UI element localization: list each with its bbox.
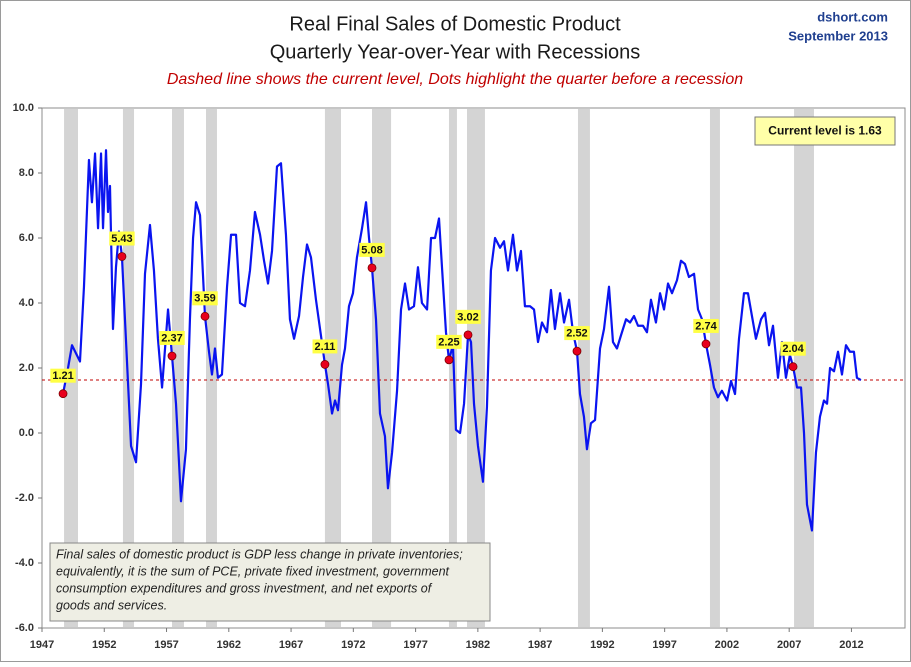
source: dshort.com	[817, 9, 888, 24]
highlight-value-label: 2.11	[315, 341, 336, 353]
x-tick-label: 1997	[652, 639, 676, 651]
highlight-dot	[788, 362, 798, 372]
y-tick-label: 10.0	[13, 102, 34, 114]
highlight-dot	[117, 252, 127, 261]
label-box	[159, 330, 185, 345]
chart-title-line2: Quarterly Year-over-Year with Recessions	[270, 41, 641, 63]
label-box	[50, 368, 76, 383]
highlight-value-label: 2.25	[438, 336, 459, 348]
label-box	[780, 341, 806, 356]
y-tick-label: 2.0	[19, 362, 34, 374]
x-tick-label: 1977	[403, 639, 427, 651]
x-tick-label: 2007	[777, 639, 801, 651]
highlight-label: 2.11	[312, 339, 338, 354]
label-box	[436, 334, 462, 349]
highlight-label: 5.08	[359, 242, 385, 257]
highlight-dot	[367, 263, 377, 273]
highlight-dot	[444, 355, 454, 365]
y-tick-label: 4.0	[19, 297, 34, 309]
y-tick-label: -6.0	[15, 622, 34, 634]
current-level-label: Current level is 1.63	[768, 124, 882, 138]
y-tick-label: 0.0	[19, 427, 34, 439]
recession-band	[467, 109, 485, 627]
label-box	[455, 309, 481, 324]
x-tick-label: 1987	[528, 639, 552, 651]
highlight-value-label: 5.43	[111, 233, 132, 245]
highlight-label: 5.43	[109, 231, 135, 246]
x-tick-label: 1957	[154, 639, 178, 651]
y-tick-label: -2.0	[15, 492, 34, 504]
highlight-dot	[701, 339, 711, 349]
highlight-value-label: 3.59	[194, 293, 215, 305]
highlight-label: 2.74	[693, 318, 719, 333]
label-box	[312, 339, 338, 354]
highlight-dot	[572, 346, 582, 356]
label-box	[192, 291, 218, 306]
note-line: equivalently, it is the sum of PCE, priv…	[56, 564, 450, 578]
highlight-dot	[167, 351, 177, 361]
y-tick-label: -4.0	[15, 557, 34, 569]
note-line: goods and services.	[56, 598, 167, 612]
y-tick-label: 6.0	[19, 232, 34, 244]
current-level-box	[754, 116, 896, 146]
recession-band	[122, 109, 135, 627]
highlight-label: 3.59	[192, 291, 218, 306]
recession-band	[324, 109, 341, 627]
note-line: Final sales of domestic product is GDP l…	[56, 547, 463, 561]
recession-band	[577, 109, 590, 627]
highlight-label: 2.37	[159, 330, 185, 345]
recession-band	[794, 109, 814, 627]
chart-subtitle: Dashed line shows the current level, Dot…	[167, 71, 743, 88]
data-line	[61, 149, 862, 532]
highlight-dot	[58, 389, 68, 399]
y-tick-label: 8.0	[19, 167, 34, 179]
x-tick-label: 1972	[341, 639, 365, 651]
highlight-dot	[200, 311, 210, 321]
recession-band	[64, 109, 78, 627]
highlight-label: 3.02	[455, 309, 481, 324]
highlight-value-label: 1.21	[52, 370, 73, 382]
highlight-label: 1.21	[50, 368, 76, 383]
date: September 2013	[788, 28, 888, 43]
label-box	[109, 231, 135, 246]
highlight-value-label: 5.08	[361, 244, 382, 256]
highlight-label: 2.52	[564, 326, 590, 341]
x-tick-label: 1982	[466, 639, 490, 651]
highlight-dot	[320, 360, 330, 369]
highlight-value-label: 2.74	[695, 320, 717, 332]
x-tick-label: 1962	[217, 639, 241, 651]
recession-band	[709, 109, 720, 627]
x-tick-label: 2012	[839, 639, 863, 651]
note-line: consumption expenditures and gross inves…	[56, 581, 433, 595]
x-tick-label: 1992	[590, 639, 614, 651]
x-tick-label: 1952	[92, 639, 116, 651]
chart-title: Real Final Sales of Domestic Product	[289, 13, 621, 35]
highlight-value-label: 2.52	[566, 328, 587, 340]
highlight-label: 2.04	[780, 341, 806, 356]
highlight-label: 2.25	[436, 334, 462, 349]
highlight-dot	[463, 330, 473, 340]
x-tick-label: 1967	[279, 639, 303, 651]
label-box	[564, 326, 590, 341]
x-tick-label: 1947	[30, 639, 54, 651]
x-tick-label: 2002	[715, 639, 739, 651]
recession-band	[372, 109, 392, 627]
highlight-value-label: 2.04	[782, 343, 804, 355]
note-box	[49, 542, 491, 622]
recession-band	[172, 109, 184, 627]
highlight-value-label: 3.02	[457, 311, 478, 323]
label-box	[693, 318, 719, 333]
label-box	[359, 242, 385, 257]
highlight-value-label: 2.37	[161, 332, 182, 344]
